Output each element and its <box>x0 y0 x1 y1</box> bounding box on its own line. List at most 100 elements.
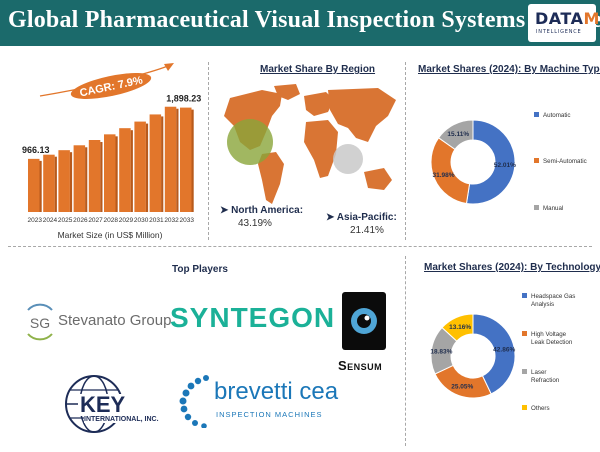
machine-type-title: Market Shares (2024): By Machine Type <box>418 64 600 75</box>
legend-swatch-0 <box>522 293 527 298</box>
x-tick-2029: 2029 <box>119 217 134 224</box>
legend-swatch-2 <box>534 205 539 210</box>
brevetti-subtitle: INSPECTION MACHINES <box>216 410 323 419</box>
donut-value-label-0: 42.86% <box>493 346 515 353</box>
bar-2030 <box>134 121 146 212</box>
vertical-divider-left <box>208 62 209 240</box>
legend-label-0: Automatic <box>543 112 571 119</box>
logo-wordmark: DATAM <box>535 9 600 28</box>
bar-2023 <box>28 158 40 212</box>
sensum-name: Sensum <box>338 358 383 373</box>
x-axis-caption: Market Size (in US$ Million) <box>58 230 163 240</box>
asia-pacific-highlight <box>333 144 363 174</box>
bar-2026 <box>73 145 86 212</box>
bar-2024 <box>43 154 55 212</box>
key-international-logo: KEY INTERNATIONAL, INC. <box>60 374 160 438</box>
cagr-badge: CAGR: 7.9% <box>39 63 174 100</box>
africa-shape <box>304 120 338 178</box>
market-size-bar-chart: CAGR: 7.9% 2023 2024 2025 2026 2027 2028 2029 2… <box>22 63 201 240</box>
asia-shape <box>328 88 396 142</box>
header-banner: Global Pharmaceutical Visual Inspection … <box>0 0 600 46</box>
sensum-logo: Sensum <box>336 292 396 382</box>
x-tick-2024: 2024 <box>43 217 58 224</box>
donut-slice-0 <box>465 119 516 205</box>
bar-shadow-2033 <box>191 109 194 212</box>
bar-shadow-2029 <box>130 130 133 212</box>
bar-2031 <box>149 114 162 212</box>
region-panel-title: Market Share By Region <box>260 64 376 75</box>
x-tick-labels: 2023 2024 2025 2026 2027 2028 2029 2030 2031 2032… <box>28 217 195 224</box>
legend-label-3: Others <box>531 405 550 412</box>
bar-shadow-2030 <box>145 123 149 212</box>
asia-pacific-value: 21.41% <box>350 225 384 236</box>
legend-swatch-3 <box>522 405 527 410</box>
x-tick-2027: 2027 <box>88 217 103 224</box>
greenland-shape <box>274 84 300 100</box>
legend-swatch-0 <box>534 112 539 117</box>
north-america-value: 43.19% <box>238 218 272 229</box>
north-america-highlight <box>227 119 273 165</box>
datam-logo: DATAM INTELLIGENCE <box>528 4 599 42</box>
horizontal-divider <box>8 246 592 247</box>
donut-slice-1 <box>430 137 471 205</box>
north-america-name: ➤ North America: <box>220 205 304 216</box>
bar-shadow-2023 <box>39 160 42 212</box>
brevetti-name: brevetti cea <box>214 378 339 405</box>
australia-shape <box>364 168 392 190</box>
south-america-shape <box>258 152 284 204</box>
x-tick-2026: 2026 <box>73 217 88 224</box>
x-tick-2028: 2028 <box>104 217 119 224</box>
vertical-divider-right <box>405 62 406 240</box>
bar-shadow-2031 <box>161 116 164 212</box>
bar-2029 <box>119 128 131 212</box>
world-map <box>224 84 396 204</box>
x-tick-2033: 2033 <box>180 217 195 224</box>
donut-slice-3 <box>441 313 474 342</box>
page-title: Global Pharmaceutical Visual Inspection … <box>8 7 600 33</box>
bar-shadow-2025 <box>69 152 73 212</box>
vertical-divider-bottom <box>405 256 406 446</box>
donut-value-label-1: 25.05% <box>451 384 473 391</box>
x-tick-2025: 2025 <box>58 217 73 224</box>
bar-2033 <box>180 107 192 212</box>
x-tick-2031: 2031 <box>149 217 164 224</box>
europe-shape <box>304 92 334 116</box>
bar-2027 <box>88 140 101 212</box>
donut-slice-2 <box>437 119 474 151</box>
x-tick-2023: 2023 <box>28 217 43 224</box>
bar-shadow-2024 <box>54 156 57 212</box>
donut-value-label-1: 31.98% <box>433 172 455 179</box>
bar-group <box>28 106 194 212</box>
legend-label-2: Manual <box>543 205 563 212</box>
stevanato-name: Stevanato Group <box>58 312 172 329</box>
legend-label-1: High Voltage Leak Detection <box>531 331 573 346</box>
bar-2025 <box>58 150 70 212</box>
stevanato-emblem-icon: SG <box>27 303 53 341</box>
key-subtitle: INTERNATIONAL, INC. <box>84 416 159 423</box>
key-name: KEY <box>78 392 128 417</box>
cagr-ellipse <box>70 73 152 99</box>
legend-label-0: Headspace Gas Analysis <box>531 293 575 308</box>
top-players-title: Top Players <box>172 264 228 275</box>
cagr-arrow-head <box>164 63 174 71</box>
donut-slice-0 <box>472 313 516 395</box>
bar-shadow-2026 <box>85 147 88 212</box>
asia-pacific-name: ➤ Asia-Pacific: <box>326 212 397 223</box>
bar-shadow-2027 <box>100 142 103 212</box>
north-america-name-text: North America: <box>231 205 304 216</box>
x-tick-2032: 2032 <box>164 217 179 224</box>
bar-2032 <box>164 106 177 212</box>
donut-value-label-2: 15.11% <box>447 131 469 138</box>
legend-swatch-1 <box>522 331 527 336</box>
technology-donut-chart: 42.86% 25.05% 18.83% 13.16% Headspace Gas Ana… <box>430 293 575 412</box>
x-tick-2030: 2030 <box>134 217 149 224</box>
bar-2028 <box>104 134 116 212</box>
last-value-label: 1,898.23 <box>166 94 201 104</box>
legend-label-2: Laser Refraction <box>531 369 560 384</box>
bar-shadow-2028 <box>115 136 118 212</box>
first-value-label: 966.13 <box>22 145 50 155</box>
logo-accent-text: M <box>583 9 600 28</box>
bar-shadow-2032 <box>176 108 179 212</box>
syntegon-logo: SYNTEGON <box>170 302 336 333</box>
donut-value-label-0: 52.01% <box>494 162 516 169</box>
